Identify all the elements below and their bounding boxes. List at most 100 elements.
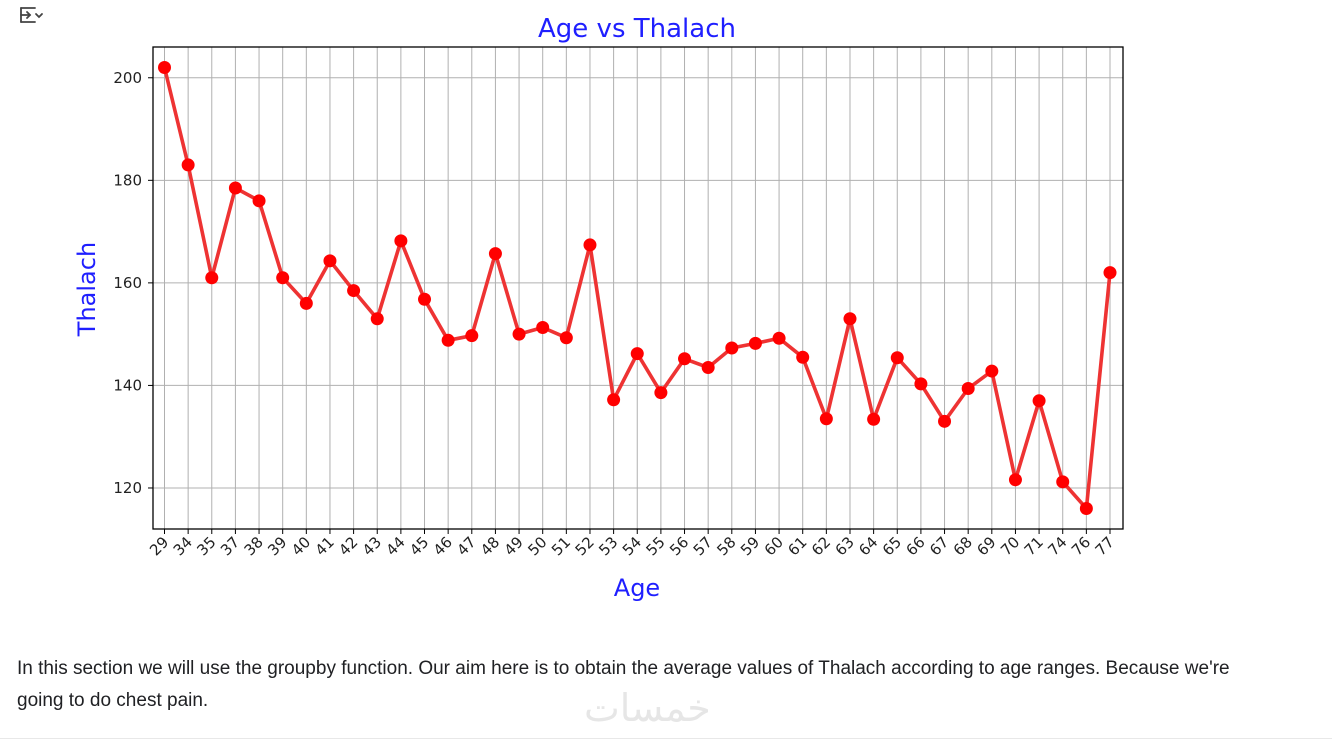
x-tick-label: 40 <box>288 533 314 559</box>
x-tick-label: 42 <box>335 533 361 559</box>
data-point <box>867 412 881 426</box>
data-point <box>678 352 692 366</box>
data-point <box>725 341 739 355</box>
data-point <box>796 350 810 364</box>
data-point <box>512 327 526 341</box>
cell-divider <box>0 738 1332 739</box>
data-point <box>961 382 975 396</box>
x-tick-label: 44 <box>382 533 408 559</box>
data-point <box>819 412 833 426</box>
data-point <box>1079 501 1093 515</box>
x-tick-label: 39 <box>264 533 290 559</box>
x-tick-label: 38 <box>241 533 267 559</box>
data-point <box>607 393 621 407</box>
x-tick-label: 63 <box>832 533 858 559</box>
x-tick-label: 54 <box>619 533 645 559</box>
x-tick-label: 35 <box>193 533 219 559</box>
x-tick-label: 69 <box>973 533 999 559</box>
data-point <box>536 320 550 334</box>
x-axis-label: Age <box>614 574 660 602</box>
data-point <box>654 386 668 400</box>
x-tick-label: 48 <box>477 533 503 559</box>
x-tick-label: 45 <box>406 533 432 559</box>
data-point <box>252 194 266 208</box>
x-tick-label: 64 <box>855 533 881 559</box>
data-point <box>985 364 999 378</box>
data-point <box>465 329 479 343</box>
data-point <box>938 414 952 428</box>
watermark-logo: خمسات <box>584 686 711 730</box>
y-tick-label: 160 <box>113 274 142 292</box>
grid-lines <box>153 47 1123 529</box>
data-point <box>1008 473 1022 487</box>
data-point <box>418 292 432 306</box>
markdown-text: In this section we will use the groupby … <box>17 658 1230 711</box>
data-point <box>441 333 455 347</box>
x-tick-label: 59 <box>737 533 763 559</box>
x-tick-label: 50 <box>524 533 550 559</box>
x-tick-label: 37 <box>217 533 243 559</box>
data-point <box>323 254 337 268</box>
x-tick-label: 61 <box>784 533 810 559</box>
data-point <box>748 336 762 350</box>
data-points-layer <box>158 61 1117 515</box>
x-tick-label: 60 <box>761 533 787 559</box>
x-tick-label: 46 <box>430 533 456 559</box>
data-point <box>1103 266 1117 280</box>
data-point <box>394 234 408 248</box>
data-point <box>299 296 313 310</box>
data-point <box>488 247 502 261</box>
x-tick-label: 53 <box>595 533 621 559</box>
data-point <box>559 331 573 345</box>
data-point <box>772 331 786 345</box>
x-tick-label: 55 <box>642 533 668 559</box>
data-point <box>158 61 171 75</box>
x-tick-label: 29 <box>146 533 172 559</box>
x-tick-label: 70 <box>997 533 1023 559</box>
data-point <box>1056 475 1070 489</box>
data-point <box>205 271 219 285</box>
x-tick-label: 67 <box>926 533 952 559</box>
x-tick-label: 57 <box>690 533 716 559</box>
y-axis-label: Thalach <box>73 242 101 337</box>
data-point <box>843 312 857 326</box>
data-point <box>1032 394 1046 408</box>
chart-title: Age vs Thalach <box>538 14 736 44</box>
x-tick-label: 62 <box>808 533 834 559</box>
x-tick-label: 65 <box>879 533 905 559</box>
data-point <box>181 158 195 172</box>
x-tick-label: 51 <box>548 533 574 559</box>
x-tick-label: 47 <box>453 533 479 559</box>
y-tick-label: 140 <box>113 376 142 394</box>
x-axis-ticks: 2934353738394041424344454647484950515253… <box>146 529 1118 559</box>
x-tick-label: 43 <box>359 533 385 559</box>
data-point <box>370 312 384 326</box>
output-toggle-icon[interactable] <box>16 2 46 30</box>
data-point <box>583 238 597 252</box>
x-tick-label: 77 <box>1092 533 1118 559</box>
data-point <box>890 351 904 365</box>
x-tick-label: 76 <box>1068 533 1094 559</box>
data-point <box>914 377 928 391</box>
x-tick-label: 68 <box>950 533 976 559</box>
x-tick-label: 41 <box>312 533 338 559</box>
x-tick-label: 56 <box>666 533 692 559</box>
x-tick-label: 58 <box>713 533 739 559</box>
x-tick-label: 52 <box>572 533 598 559</box>
x-tick-label: 74 <box>1044 533 1070 559</box>
data-point <box>630 347 644 361</box>
data-point <box>276 271 290 285</box>
x-tick-label: 34 <box>170 533 196 559</box>
data-point <box>347 284 361 298</box>
y-axis-ticks: 120 140 160 180 200 <box>113 69 153 497</box>
x-tick-label: 49 <box>501 533 527 559</box>
y-tick-label: 200 <box>113 69 142 87</box>
x-tick-label: 66 <box>902 533 928 559</box>
data-point <box>701 360 715 374</box>
data-point <box>228 181 242 195</box>
y-tick-label: 120 <box>113 479 142 497</box>
y-tick-label: 180 <box>113 171 142 189</box>
plot-area-frame <box>152 46 1124 530</box>
